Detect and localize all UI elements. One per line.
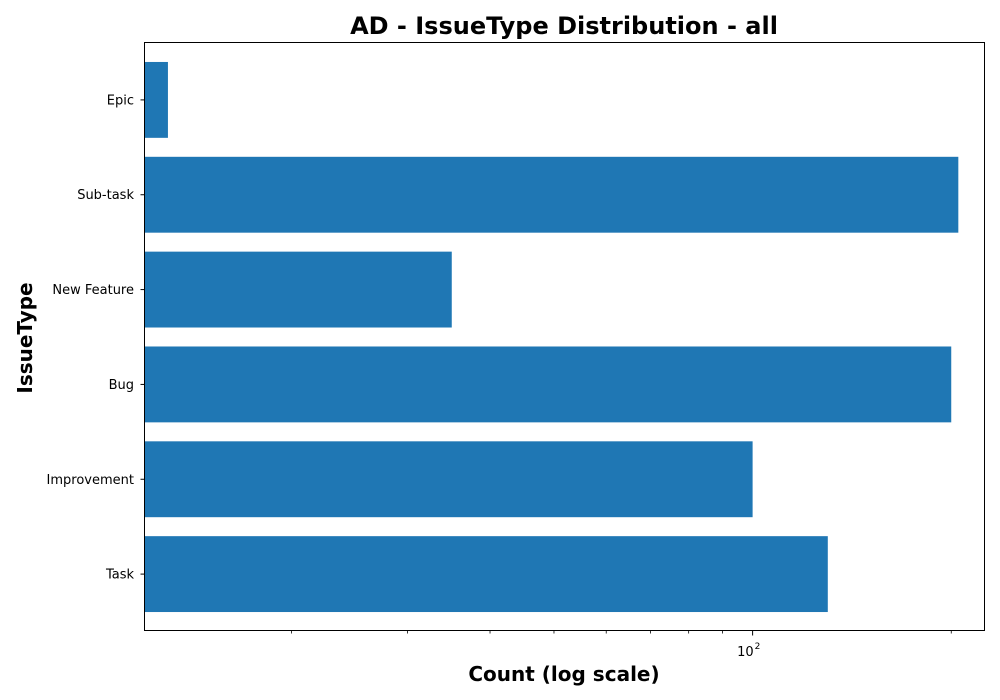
y-tick-label-sub-task: Sub-task <box>77 188 134 203</box>
y-tick-label-bug: Bug <box>109 378 134 393</box>
x-tick-label-exponent: 2 <box>755 642 761 652</box>
bar-new-feature <box>145 251 452 328</box>
bar-epic <box>145 61 168 138</box>
bar-task <box>145 536 828 613</box>
bars-layer <box>145 61 959 613</box>
bar-improvement <box>145 441 753 518</box>
y-tick-label-improvement: Improvement <box>47 473 134 488</box>
x-tick-label-base: 10 <box>737 645 754 660</box>
y-axis-ticks: Epic Sub-task New Feature Bug Improvement Tas… <box>47 93 145 583</box>
y-tick-label-new-feature: New Feature <box>52 283 134 298</box>
x-axis-ticks: 10 2 <box>290 631 952 660</box>
bar-bug <box>145 346 952 423</box>
x-axis-label: Count (log scale) <box>468 662 659 686</box>
chart-title: AD - IssueType Distribution - all <box>350 12 778 40</box>
y-tick-label-epic: Epic <box>107 93 134 108</box>
bar-sub-task <box>145 156 959 233</box>
y-axis-label: IssueType <box>13 282 37 393</box>
x-tick-label: 10 2 <box>737 642 760 660</box>
y-tick-label-task: Task <box>105 568 135 583</box>
plot-area-frame <box>144 42 985 631</box>
